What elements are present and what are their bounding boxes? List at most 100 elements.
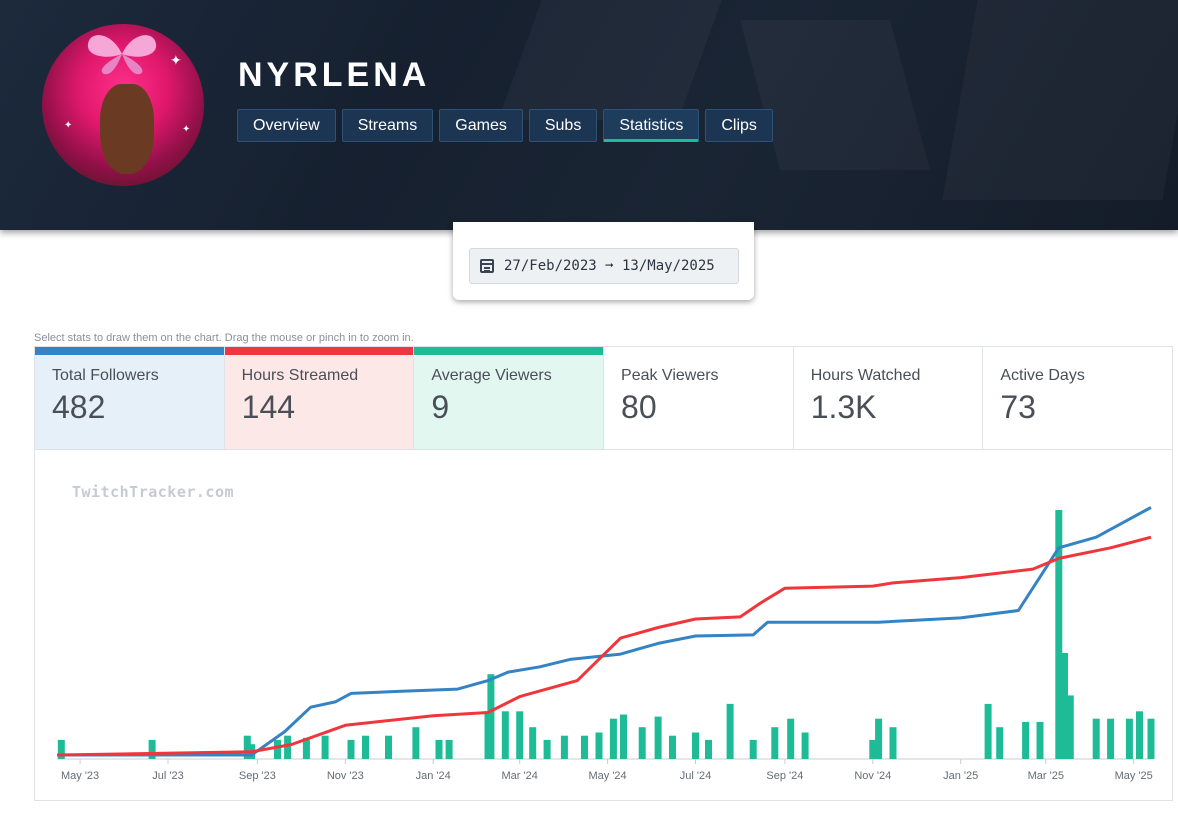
avg-viewers-bar	[445, 739, 453, 759]
stat-label: Hours Streamed	[241, 367, 359, 384]
stat-label: Active Days	[1000, 367, 1085, 384]
avg-viewers-bar	[1055, 510, 1063, 759]
stats-chart[interactable]: TwitchTracker.com May '23 Jul '23 Sep '23 N…	[34, 449, 1173, 801]
tab-subs[interactable]: Subs	[528, 109, 598, 142]
header-bg-shape	[942, 0, 1178, 200]
stat-hours-watched[interactable]: Hours Watched 1.3K	[794, 347, 984, 449]
stats-panel: Total Followers 482 Hours Streamed 144 A…	[34, 346, 1173, 449]
avg-viewers-bar	[1036, 721, 1044, 759]
avg-viewers-bar	[581, 735, 588, 759]
stat-label: Average Viewers	[431, 367, 552, 384]
stat-label: Total Followers	[52, 367, 159, 384]
avg-viewers-bar	[543, 739, 551, 759]
channel-name: NYRLENA	[238, 56, 431, 94]
avg-viewers-bar	[362, 735, 369, 759]
tab-statistics[interactable]: Statistics	[603, 109, 700, 142]
avg-viewers-bar	[749, 739, 757, 759]
x-tick-label: Sep '24	[766, 770, 803, 782]
avatar-face	[100, 84, 154, 174]
avg-viewers-bar	[148, 739, 156, 759]
x-tick-label: May '24	[589, 770, 627, 782]
avg-viewers-bar	[516, 711, 524, 759]
sparkle-icon: ✦	[64, 120, 73, 131]
stat-peak-viewers[interactable]: Peak Viewers 80	[604, 347, 794, 449]
avg-viewers-bar	[1022, 721, 1030, 759]
avg-viewers-bar	[1147, 718, 1155, 759]
x-tick-label: Sep '23	[239, 770, 276, 782]
stat-average-viewers[interactable]: Average Viewers 9	[414, 347, 605, 449]
avg-viewers-bar	[385, 735, 392, 759]
avg-viewers-bar	[654, 716, 662, 759]
avg-viewers-bar	[560, 735, 568, 759]
x-tick-label: Nov '23	[327, 770, 364, 782]
stat-active-days[interactable]: Active Days 73	[983, 347, 1172, 449]
avg-viewers-bar	[1107, 718, 1115, 759]
avg-viewers-bar	[1125, 718, 1133, 759]
stat-value: 1.3K	[810, 389, 877, 425]
x-tick-label: Mar '24	[502, 770, 538, 782]
x-tick-label: Nov '24	[854, 770, 891, 782]
stat-value: 80	[621, 389, 657, 425]
avg-viewers-bar	[302, 737, 310, 759]
stat-value: 144	[241, 389, 296, 425]
avg-viewers-bar	[243, 735, 251, 759]
avg-viewers-bar	[609, 718, 617, 759]
avg-viewers-bar	[889, 727, 897, 759]
avg-viewers-bar	[771, 727, 779, 759]
tab-bar: Overview Streams Games Subs Statistics C…	[237, 109, 773, 142]
date-range-picker[interactable]: 27/Feb/2023 ➞ 13/May/2025	[469, 248, 739, 284]
stat-hours-streamed[interactable]: Hours Streamed 144	[224, 347, 415, 449]
avg-viewers-bar	[996, 727, 1004, 759]
avg-viewers-bar	[705, 739, 712, 759]
avg-viewers-bar	[1061, 653, 1068, 759]
stat-total-followers[interactable]: Total Followers 482	[35, 347, 225, 449]
sparkle-icon: ✦	[182, 124, 191, 135]
chart-hint: Select stats to draw them on the chart. …	[34, 332, 414, 344]
tab-clips[interactable]: Clips	[705, 109, 773, 142]
avg-viewers-bar	[595, 732, 603, 759]
channel-header: ✦ ✦ ✦ NYRLENA Overview Streams Games Sub…	[0, 0, 1178, 230]
chart-watermark: TwitchTracker.com	[72, 483, 235, 501]
header-bg-shape	[740, 20, 930, 170]
avg-viewers-bar	[274, 739, 281, 759]
avg-viewers-bar	[669, 735, 676, 759]
avg-viewers-bar	[529, 727, 537, 759]
avg-viewers-bar	[412, 727, 420, 759]
stat-color-bar	[414, 347, 604, 355]
stat-value: 73	[1000, 389, 1036, 425]
avg-viewers-bar	[347, 739, 355, 759]
avg-viewers-bar	[57, 739, 65, 759]
avg-viewers-bar	[787, 718, 795, 759]
tab-overview[interactable]: Overview	[237, 109, 336, 142]
avg-viewers-bar	[1066, 695, 1074, 759]
x-tick-label: May '25	[1115, 770, 1153, 782]
total-followers-line	[57, 506, 1152, 757]
avg-viewers-bar	[875, 718, 883, 759]
stat-value: 9	[431, 389, 450, 425]
avg-viewers-bar	[801, 732, 809, 759]
date-range-card: 27/Feb/2023 ➞ 13/May/2025	[453, 222, 754, 300]
avg-viewers-bar	[1136, 711, 1143, 759]
hours-streamed-line	[56, 535, 1152, 757]
calendar-icon	[480, 259, 494, 273]
tab-games[interactable]: Games	[439, 109, 523, 142]
tab-streams[interactable]: Streams	[341, 109, 434, 142]
x-tick-label: May '23	[61, 770, 99, 782]
stat-color-bar	[224, 347, 414, 355]
x-tick-label: Jul '23	[152, 770, 183, 782]
header-bg-shape	[498, 0, 722, 120]
x-tick-label: Jan '24	[416, 770, 451, 782]
avg-viewers-bar	[869, 739, 877, 759]
date-range-text: 27/Feb/2023 ➞ 13/May/2025	[504, 258, 715, 274]
avg-viewers-bar	[726, 703, 734, 759]
avatar[interactable]: ✦ ✦ ✦	[42, 24, 204, 186]
stat-label: Peak Viewers	[621, 367, 719, 384]
avg-viewers-bar	[321, 735, 329, 759]
sparkle-icon: ✦	[170, 52, 182, 68]
avg-viewers-bar	[638, 727, 646, 759]
stat-color-bar	[35, 347, 224, 355]
chart-svg[interactable]: May '23 Jul '23 Sep '23 Nov '23 Jan '24 Mar '…	[35, 450, 1172, 800]
avg-viewers-bar	[501, 711, 509, 759]
stat-label: Hours Watched	[810, 367, 921, 384]
avg-viewers-bar	[692, 732, 699, 759]
